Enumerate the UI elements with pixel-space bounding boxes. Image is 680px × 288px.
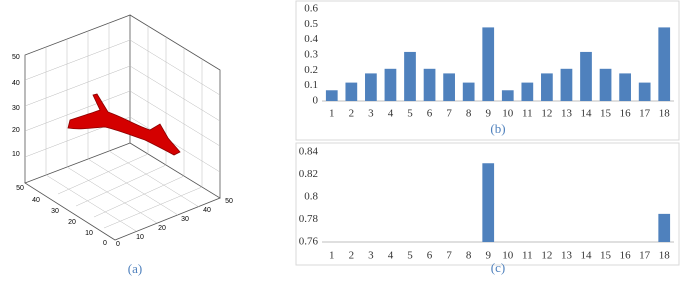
figure: (a) 50 40 30 20 10 50 40 30 20 10 0 0 10 20 30 40 50 0 0.1… [0,0,680,283]
x-tick-label: 18 [659,250,671,262]
bar [658,214,670,242]
x-tick-label: 16 [620,108,632,120]
bar [482,27,494,101]
bar [326,90,338,101]
x-tick-label: 9 [485,108,491,120]
x-tick-label: 1 [329,250,335,262]
x-tick-label: 3 [368,250,374,262]
x-tick-label: 5 [407,250,413,262]
x-tick-label: 15 [600,108,612,120]
x-tick-label: 0 [103,240,107,247]
x-tick-label: 8 [466,250,472,262]
y-tick-label: 0.82 [299,168,318,180]
bar [404,52,416,101]
y-tick-label: 0.1 [304,79,318,91]
z-tick-label: 10 [12,151,20,158]
y-tick-label: 0.4 [304,33,318,45]
x-tick-label: 2 [349,108,355,120]
y-tick-label: 0.8 [304,191,318,203]
bar [639,83,651,101]
y-tick-label: 0.6 [304,3,318,15]
bar [482,163,494,242]
y-tick-label: 0.3 [304,49,318,61]
y-tick-label: 0.76 [299,236,319,248]
y-tick-label: 0.5 [304,18,318,30]
x-tick-label: 12 [541,250,552,262]
x-tick-label: 50 [16,185,24,192]
y-tick-label: 0.2 [304,64,318,76]
bar [600,69,612,101]
panel-a [25,15,220,240]
y-tick-label: 0 [116,241,120,248]
bar [424,69,436,101]
x-tick-label: 3 [368,108,374,120]
bar [619,73,631,101]
bar [580,52,592,101]
vessel-render [68,94,180,155]
x-tick-label: 12 [541,108,552,120]
x-tick-label: 16 [620,250,632,262]
x-tick-label: 2 [349,250,355,262]
y-tick-label: 0 [313,95,319,107]
z-tick-label: 20 [12,127,20,134]
y-tick-label: 0.78 [299,213,319,225]
y-tick-label: 30 [181,216,189,223]
x-tick-label: 15 [600,250,612,262]
z-tick-label: 40 [12,80,20,87]
x-tick-label: 40 [32,197,40,204]
x-tick-label: 17 [639,108,651,120]
x-tick-label: 4 [388,250,394,262]
bar [521,83,533,101]
y-tick-label: 0.84 [299,146,319,158]
x-tick-label: 14 [581,108,593,120]
x-tick-label: 13 [561,108,573,120]
x-tick-label: 6 [427,250,433,262]
y-tick-label: 40 [203,207,211,214]
x-tick-label: 11 [522,108,533,120]
x-tick-label: 10 [502,108,514,120]
x-tick-label: 5 [407,108,413,120]
bar [345,83,357,101]
bar [658,27,670,101]
x-tick-label: 4 [388,108,394,120]
bar [463,83,475,101]
x-tick-label: 1 [329,108,335,120]
y-tick-label: 50 [225,198,233,205]
x-tick-label: 11 [522,250,533,262]
x-tick-label: 14 [581,250,593,262]
x-tick-label: 20 [68,219,76,226]
x-tick-label: 7 [446,108,452,120]
bar [365,73,377,101]
caption: (c) [491,260,505,275]
left-wall [25,15,130,183]
bar [541,73,553,101]
x-tick-label: 6 [427,108,433,120]
caption: (a) [128,261,142,276]
bar [502,90,514,101]
bar [561,69,573,101]
x-tick-label: 10 [85,230,93,237]
y-tick-label: 20 [158,225,166,232]
x-tick-label: 17 [639,250,651,262]
bar [385,69,397,101]
z-tick-label: 50 [12,54,20,61]
x-tick-label: 18 [659,108,671,120]
x-tick-label: 30 [51,208,59,215]
caption: (b) [490,121,505,136]
x-tick-label: 8 [466,108,472,120]
bar [443,73,455,101]
x-tick-label: 13 [561,250,573,262]
y-tick-label: 10 [136,234,144,241]
x-tick-label: 7 [446,250,452,262]
z-tick-label: 30 [12,105,20,112]
